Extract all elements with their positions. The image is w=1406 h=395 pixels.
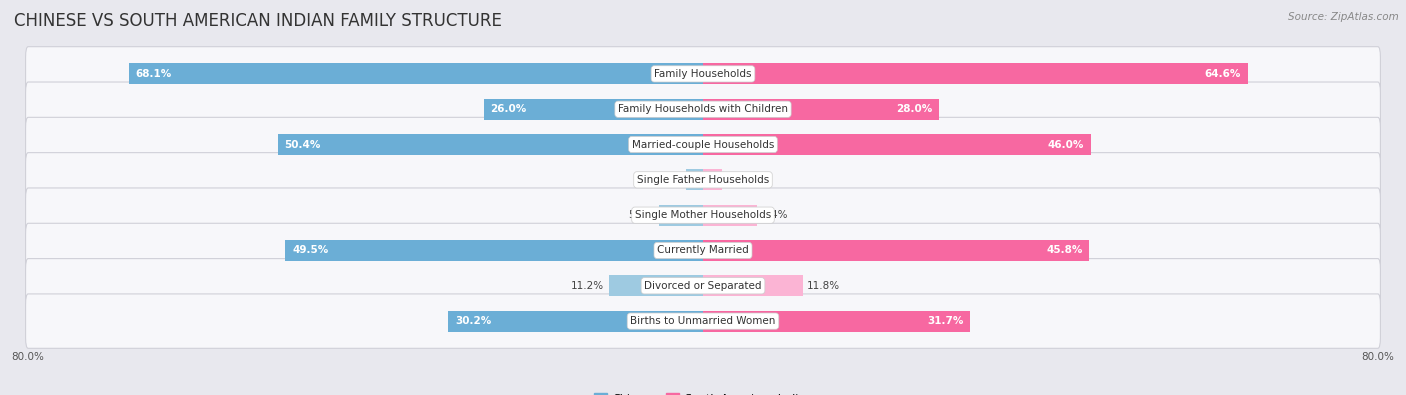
Text: Divorced or Separated: Divorced or Separated <box>644 281 762 291</box>
Bar <box>703 240 1090 261</box>
Text: 49.5%: 49.5% <box>292 245 329 256</box>
Bar <box>686 169 703 190</box>
Bar <box>703 169 723 190</box>
Bar <box>703 63 1249 85</box>
Text: 50.4%: 50.4% <box>284 139 321 150</box>
Text: 11.2%: 11.2% <box>571 281 605 291</box>
Text: Currently Married: Currently Married <box>657 245 749 256</box>
Text: CHINESE VS SOUTH AMERICAN INDIAN FAMILY STRUCTURE: CHINESE VS SOUTH AMERICAN INDIAN FAMILY … <box>14 12 502 30</box>
Text: 46.0%: 46.0% <box>1047 139 1084 150</box>
Bar <box>703 310 970 332</box>
Text: 31.7%: 31.7% <box>928 316 963 326</box>
Text: Births to Unmarried Women: Births to Unmarried Women <box>630 316 776 326</box>
Bar <box>609 275 703 296</box>
Bar <box>128 63 703 85</box>
Bar <box>703 134 1091 155</box>
Text: Single Mother Households: Single Mother Households <box>636 210 770 220</box>
Text: Married-couple Households: Married-couple Households <box>631 139 775 150</box>
Text: Source: ZipAtlas.com: Source: ZipAtlas.com <box>1288 12 1399 22</box>
Text: 28.0%: 28.0% <box>896 104 932 114</box>
Text: 64.6%: 64.6% <box>1205 69 1241 79</box>
Bar <box>659 205 703 226</box>
Text: Family Households with Children: Family Households with Children <box>619 104 787 114</box>
Bar <box>703 205 756 226</box>
FancyBboxPatch shape <box>25 82 1381 136</box>
FancyBboxPatch shape <box>25 188 1381 243</box>
FancyBboxPatch shape <box>25 152 1381 207</box>
FancyBboxPatch shape <box>25 223 1381 278</box>
Bar <box>484 99 703 120</box>
Text: 5.2%: 5.2% <box>628 210 655 220</box>
Text: 11.8%: 11.8% <box>807 281 839 291</box>
Text: 2.0%: 2.0% <box>655 175 682 185</box>
Text: 6.4%: 6.4% <box>761 210 787 220</box>
Text: 68.1%: 68.1% <box>135 69 172 79</box>
Text: Single Father Households: Single Father Households <box>637 175 769 185</box>
Text: 45.8%: 45.8% <box>1046 245 1083 256</box>
Text: 30.2%: 30.2% <box>456 316 491 326</box>
Bar <box>278 134 703 155</box>
Text: 26.0%: 26.0% <box>491 104 527 114</box>
Text: 2.3%: 2.3% <box>727 175 754 185</box>
Bar <box>703 275 803 296</box>
FancyBboxPatch shape <box>25 259 1381 313</box>
Legend: Chinese, South American Indian: Chinese, South American Indian <box>589 389 817 395</box>
FancyBboxPatch shape <box>25 117 1381 172</box>
FancyBboxPatch shape <box>25 294 1381 348</box>
Bar <box>449 310 703 332</box>
FancyBboxPatch shape <box>25 47 1381 101</box>
Text: Family Households: Family Households <box>654 69 752 79</box>
Bar <box>285 240 703 261</box>
Bar <box>703 99 939 120</box>
